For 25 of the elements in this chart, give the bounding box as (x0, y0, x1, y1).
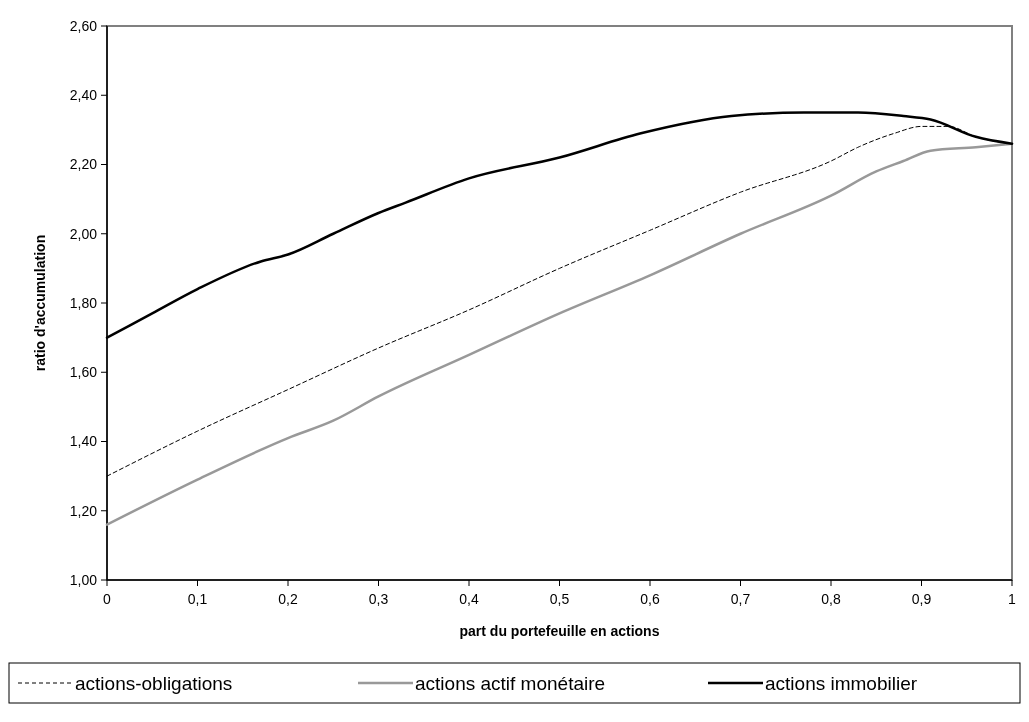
y-tick-label: 1,60 (69, 364, 98, 381)
legend-label: actions immobilier (765, 672, 918, 694)
x-tick-label: 0,9 (911, 591, 932, 607)
y-tick-label: 2,20 (69, 156, 98, 173)
x-tick-label: 0,3 (368, 591, 389, 607)
legend-label: actions-obligations (75, 672, 233, 694)
x-tick-label: 0,1 (187, 591, 208, 607)
x-tick-label: 0,8 (821, 591, 841, 607)
y-tick-label: 1,40 (69, 433, 98, 450)
x-tick-label: 0,6 (640, 591, 660, 607)
x-tick-label: 0,7 (730, 591, 751, 607)
x-axis-title: part du portefeuille en actions (459, 623, 660, 639)
x-tick-label: 0 (103, 591, 112, 607)
x-tick-label: 0,4 (459, 591, 479, 607)
x-tick-label: 0,2 (278, 591, 298, 607)
y-axis-title: ratio d'accumulation (32, 234, 48, 372)
x-tick-label: 0,5 (549, 591, 570, 607)
y-tick-label: 1,00 (69, 571, 98, 588)
x-tick-label: 1 (1008, 591, 1017, 607)
legend-label: actions actif monétaire (415, 672, 606, 694)
y-tick-label: 2,40 (69, 87, 98, 104)
y-tick-label: 2,60 (69, 17, 98, 34)
y-tick-label: 2,00 (69, 225, 98, 242)
y-tick-label: 1,80 (69, 294, 98, 311)
y-tick-label: 1,20 (69, 502, 98, 519)
